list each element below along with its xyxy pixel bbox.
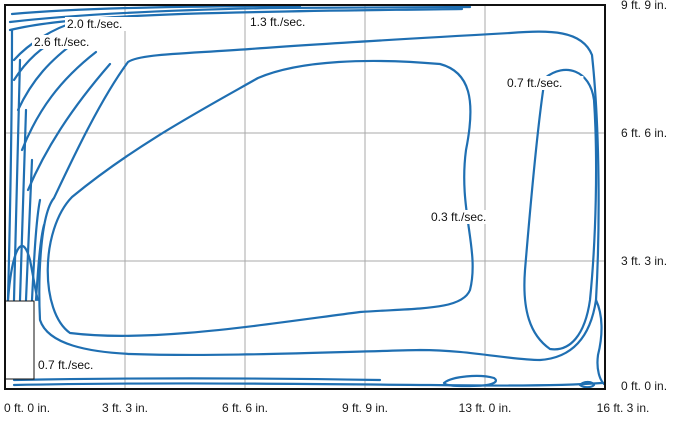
contour-label-bg xyxy=(429,210,508,224)
y-tick-label: 3 ft. 3 in. xyxy=(621,254,667,268)
contour-line xyxy=(8,5,472,24)
contour-label-bg xyxy=(505,76,584,90)
contour-line xyxy=(24,158,34,302)
contour-line xyxy=(26,62,112,192)
y-tick-label: 9 ft. 9 in. xyxy=(621,0,667,12)
contour-label-bg xyxy=(248,15,327,29)
x-tick-label: 9 ft. 9 in. xyxy=(342,401,388,415)
contour-label: 1.3 ft./sec. xyxy=(250,15,305,29)
contour-label-bg xyxy=(32,35,111,49)
contour-line xyxy=(30,198,42,302)
contour-line xyxy=(12,58,22,302)
contour-lines xyxy=(6,4,606,389)
contour-label-bg xyxy=(36,358,115,372)
y-axis-ticks: 0 ft. 0 in. 3 ft. 3 in. 6 ft. 6 in. 9 ft. 9… xyxy=(621,0,667,393)
contour-line xyxy=(523,68,598,351)
contour-label: 2.6 ft./sec. xyxy=(34,35,89,49)
contour-label: 0.3 ft./sec. xyxy=(431,210,486,224)
contour-line xyxy=(12,381,604,387)
y-tick-label: 6 ft. 6 in. xyxy=(621,126,667,140)
grid xyxy=(5,5,605,389)
contour-line xyxy=(18,108,28,302)
x-tick-label: 3 ft. 3 in. xyxy=(102,401,148,415)
x-tick-label: 6 ft. 6 in. xyxy=(222,401,268,415)
contour-line xyxy=(6,28,14,302)
contour-labels: 2.0 ft./sec. 2.6 ft./sec. 1.3 ft./sec. 0.7 … xyxy=(32,15,584,372)
x-axis-ticks: 0 ft. 0 in. 3 ft. 3 in. 6 ft. 6 in. 9 ft. 9… xyxy=(4,401,649,415)
contour-line xyxy=(20,50,98,152)
plot-frame xyxy=(4,4,606,390)
x-tick-label: 0 ft. 0 in. xyxy=(4,401,50,415)
x-tick-label: 16 ft. 3 in. xyxy=(597,401,650,415)
y-tick-label: 0 ft. 0 in. xyxy=(621,379,667,393)
contour-line xyxy=(578,380,596,389)
contour-line xyxy=(594,298,606,386)
contour-line xyxy=(6,245,40,302)
contour-label-bg xyxy=(65,17,144,31)
inlet-block xyxy=(4,300,35,380)
contour-label: 2.0 ft./sec. xyxy=(67,17,122,31)
contour-line xyxy=(46,59,474,337)
contour-line xyxy=(38,30,600,362)
contour-line xyxy=(10,4,302,16)
contour-label: 0.7 ft./sec. xyxy=(507,76,562,90)
contour-line xyxy=(442,374,497,388)
x-tick-label: 13 ft. 0 in. xyxy=(459,401,512,415)
contour-line xyxy=(12,377,382,382)
contour-label: 0.7 ft./sec. xyxy=(38,358,93,372)
